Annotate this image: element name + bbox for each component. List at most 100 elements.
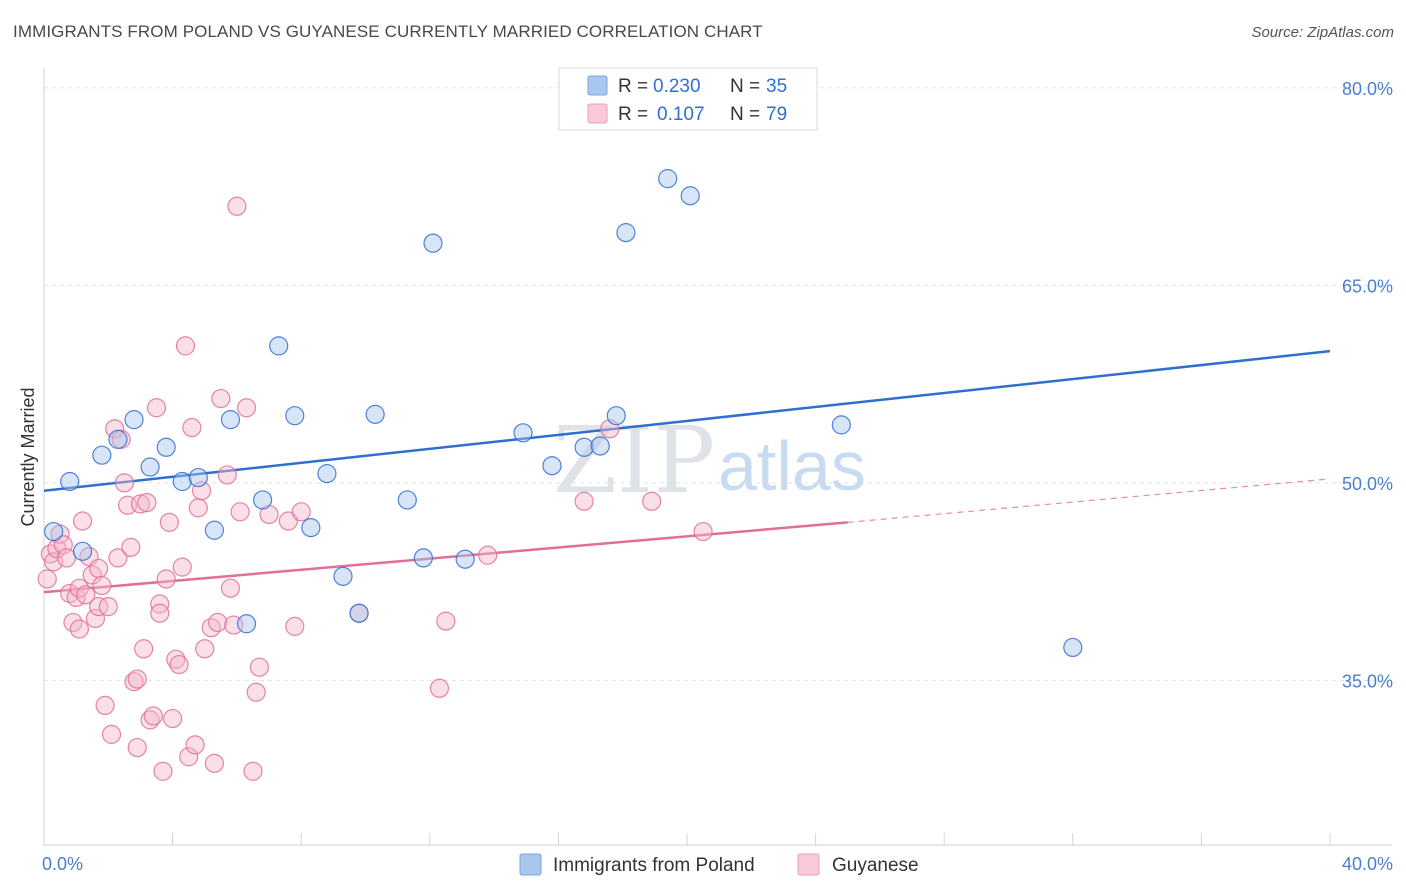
point-guyanese [72, 511, 93, 531]
x-tick-label: 0.0% [42, 854, 83, 874]
point-guyanese [182, 417, 202, 438]
point-guyanese [114, 473, 134, 493]
point-guyanese [642, 491, 662, 511]
point-poland [513, 423, 533, 443]
point-guyanese [76, 585, 96, 605]
point-guyanese [185, 735, 205, 755]
legend-r-label-guyanese: R = [618, 104, 648, 125]
axes-layer [43, 68, 1392, 846]
point-guyanese [166, 649, 186, 669]
point-poland [1063, 637, 1083, 658]
point-guyanese [246, 682, 266, 702]
point-poland [333, 566, 353, 586]
point-poland [301, 518, 321, 538]
point-guyanese [127, 737, 147, 758]
point-poland [269, 336, 289, 356]
point-guyanese [101, 724, 122, 744]
y-tick-label: 80.0% [1342, 79, 1393, 99]
point-poland [236, 614, 257, 634]
point-guyanese [69, 619, 89, 639]
point-poland [831, 415, 851, 435]
point-guyanese [156, 569, 176, 589]
source-credit: Source: ZipAtlas.com [1251, 24, 1394, 41]
point-guyanese [236, 398, 257, 418]
point-poland [92, 445, 112, 465]
point-poland [285, 406, 305, 426]
point-guyanese [159, 512, 179, 532]
point-poland [606, 406, 626, 426]
legend-r-value-guyanese: 0.107 [657, 104, 705, 125]
legend-bottom-label-poland: Immigrants from Poland [553, 855, 755, 876]
point-poland [60, 471, 80, 492]
point-guyanese [436, 611, 456, 631]
point-poland [72, 541, 93, 561]
point-guyanese [108, 548, 128, 568]
point-poland [397, 490, 417, 510]
point-guyanese [146, 398, 167, 418]
point-guyanese [127, 669, 147, 689]
point-guyanese [188, 498, 208, 518]
point-poland [156, 437, 176, 457]
y-tick-label: 65.0% [1342, 276, 1393, 296]
point-poland [220, 410, 241, 430]
legend-r-label-poland: R = [618, 76, 648, 97]
trend-layer [43, 349, 1331, 594]
point-poland [658, 169, 678, 189]
point-guyanese [169, 654, 189, 675]
point-poland [253, 490, 273, 510]
point-guyanese [137, 492, 157, 513]
point-guyanese [693, 521, 713, 542]
point-guyanese [195, 639, 215, 659]
watermark-zip: ZIP [553, 407, 715, 514]
point-guyanese [227, 196, 247, 216]
point-guyanese [217, 465, 237, 485]
point-guyanese [105, 419, 125, 439]
point-poland [590, 436, 610, 456]
point-guyanese [163, 708, 183, 729]
point-guyanese [243, 761, 263, 781]
point-guyanese [175, 336, 196, 356]
point-guyanese [134, 639, 154, 659]
point-guyanese [429, 678, 450, 698]
legend-bottom-label-guyanese: Guyanese [832, 855, 919, 876]
legend-swatch-poland [587, 75, 608, 96]
point-poland [542, 456, 562, 476]
legend-n-value-poland: 35 [766, 76, 787, 97]
point-poland [172, 471, 192, 492]
point-guyanese [92, 575, 112, 596]
point-guyanese [230, 502, 250, 522]
point-poland [108, 429, 128, 449]
point-guyanese [143, 706, 163, 726]
trendline-guyanese [43, 521, 848, 594]
trendline-poland [43, 349, 1331, 492]
point-guyanese [130, 494, 151, 514]
point-poland [574, 437, 594, 457]
point-poland [124, 410, 144, 430]
watermark: ZIP atlas [553, 407, 866, 514]
point-poland [317, 464, 337, 484]
point-guyanese [89, 597, 109, 617]
point-guyanese [95, 695, 115, 716]
point-guyanese [211, 388, 231, 409]
point-poland [455, 549, 475, 569]
point-guyanese [179, 747, 199, 767]
point-poland [349, 603, 369, 623]
y-tick-label: 35.0% [1342, 671, 1393, 691]
point-guyanese [37, 569, 57, 589]
grid-layer [44, 87, 1392, 681]
point-poland [413, 548, 433, 568]
point-guyanese [220, 578, 241, 598]
point-guyanese [201, 618, 221, 638]
point-poland [680, 186, 700, 206]
point-poland [140, 457, 160, 477]
point-poland [365, 404, 385, 424]
point-guyanese [208, 612, 228, 633]
point-poland [44, 521, 64, 542]
point-guyanese [153, 761, 173, 781]
legend-r-value-poland: 0.230 [653, 76, 701, 97]
watermark-atlas: atlas [718, 427, 866, 505]
point-guyanese [124, 672, 144, 692]
legend-bottom-swatch-poland [519, 853, 542, 876]
point-poland [423, 233, 443, 253]
